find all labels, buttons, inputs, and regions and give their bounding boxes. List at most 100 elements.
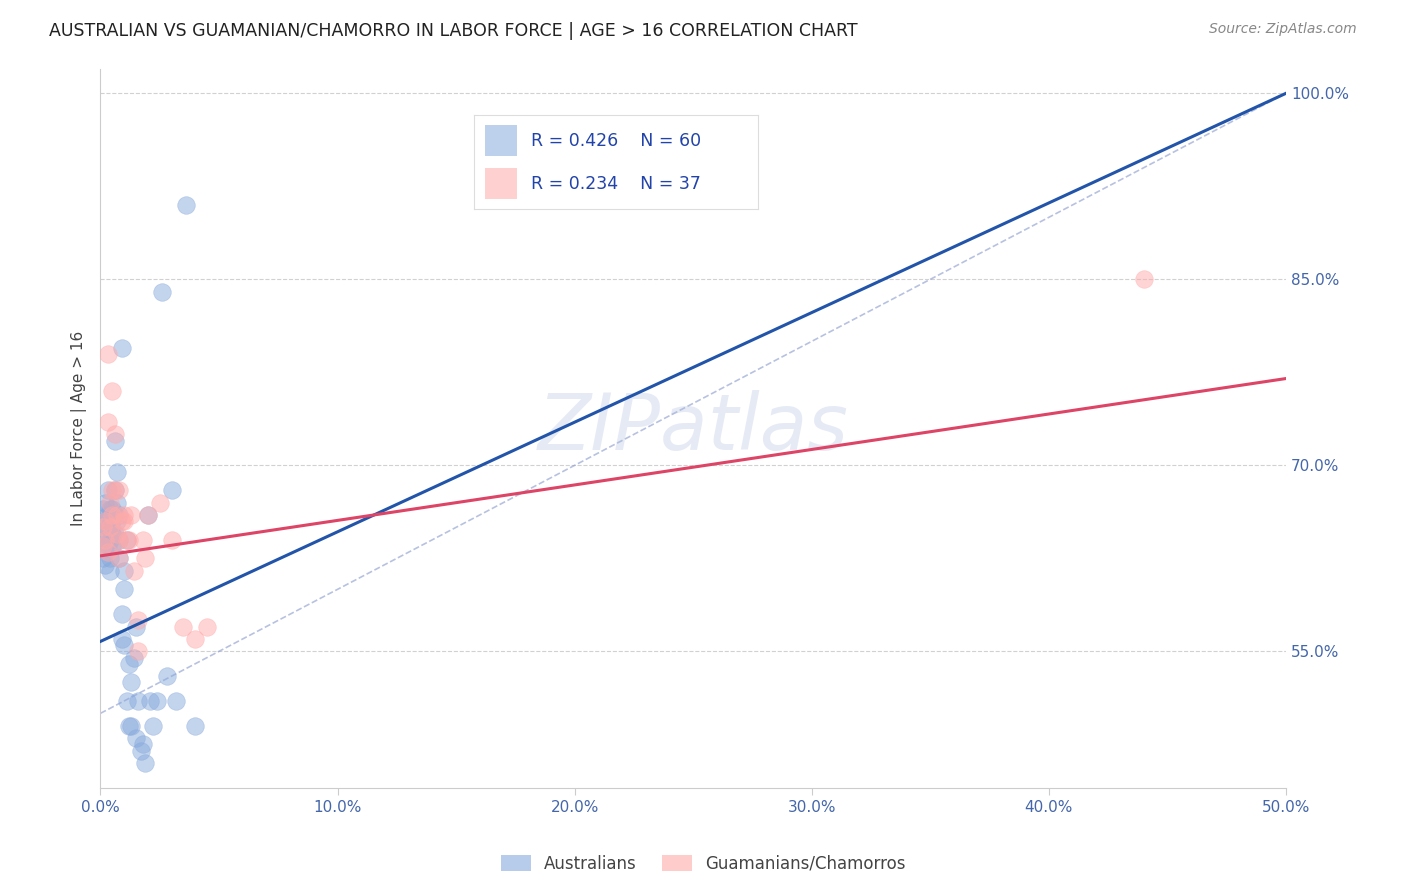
Point: [129, 743, 152, 757]
Point: [104, 483, 127, 497]
Point: [111, 514, 134, 528]
Point: [112, 564, 135, 578]
Point: [101, 514, 124, 528]
Point: [160, 533, 183, 547]
Point: [96, 545, 118, 559]
Point: [101, 526, 124, 541]
Point: [139, 694, 162, 708]
Text: AUSTRALIAN VS GUAMANIAN/CHAMORRO IN LABOR FORCE | AGE > 16 CORRELATION CHART: AUSTRALIAN VS GUAMANIAN/CHAMORRO IN LABO…: [49, 22, 858, 40]
Point: [94, 514, 117, 528]
Point: [111, 632, 134, 646]
Point: [108, 551, 131, 566]
Point: [105, 508, 128, 522]
Point: [127, 644, 149, 658]
Point: [1132, 272, 1154, 286]
Point: [96, 539, 118, 553]
Point: [149, 495, 172, 509]
Point: [172, 619, 194, 633]
Point: [150, 285, 173, 299]
Point: [98, 495, 121, 509]
Point: [108, 551, 131, 566]
Point: [115, 533, 138, 547]
Point: [112, 582, 135, 597]
Point: [94, 533, 117, 547]
Point: [101, 501, 124, 516]
Point: [136, 508, 159, 522]
Point: [120, 675, 142, 690]
Point: [104, 526, 127, 541]
Point: [96, 526, 118, 541]
Point: [195, 619, 218, 633]
Point: [108, 533, 131, 547]
Point: [101, 508, 124, 522]
Point: [115, 533, 138, 547]
Point: [91, 520, 114, 534]
Point: [98, 520, 121, 534]
Point: [98, 501, 121, 516]
Point: [136, 508, 159, 522]
Point: [96, 520, 118, 534]
Y-axis label: In Labor Force | Age > 16: In Labor Force | Age > 16: [72, 331, 87, 525]
Text: ZIPatlas: ZIPatlas: [537, 390, 849, 467]
Point: [96, 483, 118, 497]
Point: [127, 694, 149, 708]
Text: Source: ZipAtlas.com: Source: ZipAtlas.com: [1209, 22, 1357, 37]
Point: [91, 539, 114, 553]
Point: [96, 508, 118, 522]
Point: [94, 539, 117, 553]
Point: [165, 694, 187, 708]
Point: [98, 533, 121, 547]
Legend: Australians, Guamanians/Chamorros: Australians, Guamanians/Chamorros: [494, 848, 912, 880]
Point: [104, 483, 127, 497]
Point: [111, 607, 134, 622]
Point: [120, 719, 142, 733]
Point: [105, 514, 128, 528]
Point: [118, 719, 141, 733]
Point: [98, 520, 121, 534]
Point: [96, 347, 118, 361]
Point: [125, 619, 148, 633]
Point: [111, 341, 134, 355]
Point: [184, 719, 207, 733]
Point: [112, 508, 135, 522]
Point: [120, 508, 142, 522]
Point: [127, 613, 149, 627]
Point: [91, 533, 114, 547]
Point: [98, 551, 121, 566]
Point: [118, 533, 141, 547]
Point: [101, 384, 124, 398]
Point: [94, 514, 117, 528]
Point: [125, 731, 148, 746]
Point: [104, 434, 127, 448]
Point: [108, 533, 131, 547]
Point: [142, 719, 165, 733]
Point: [96, 415, 118, 429]
Point: [104, 427, 127, 442]
Point: [98, 564, 121, 578]
Point: [122, 650, 145, 665]
Point: [174, 198, 197, 212]
Point: [104, 508, 127, 522]
Point: [91, 501, 114, 516]
Point: [108, 483, 131, 497]
Point: [94, 558, 117, 572]
Point: [105, 495, 128, 509]
Point: [156, 669, 179, 683]
Point: [184, 632, 207, 646]
Point: [132, 533, 155, 547]
Point: [112, 638, 135, 652]
Point: [122, 564, 145, 578]
Point: [115, 694, 138, 708]
Point: [118, 657, 141, 671]
Point: [105, 465, 128, 479]
Point: [132, 737, 155, 751]
Point: [108, 508, 131, 522]
Point: [146, 694, 169, 708]
Point: [101, 483, 124, 497]
Point: [101, 539, 124, 553]
Point: [134, 756, 156, 770]
Point: [112, 514, 135, 528]
Point: [160, 483, 183, 497]
Point: [134, 551, 156, 566]
Point: [94, 495, 117, 509]
